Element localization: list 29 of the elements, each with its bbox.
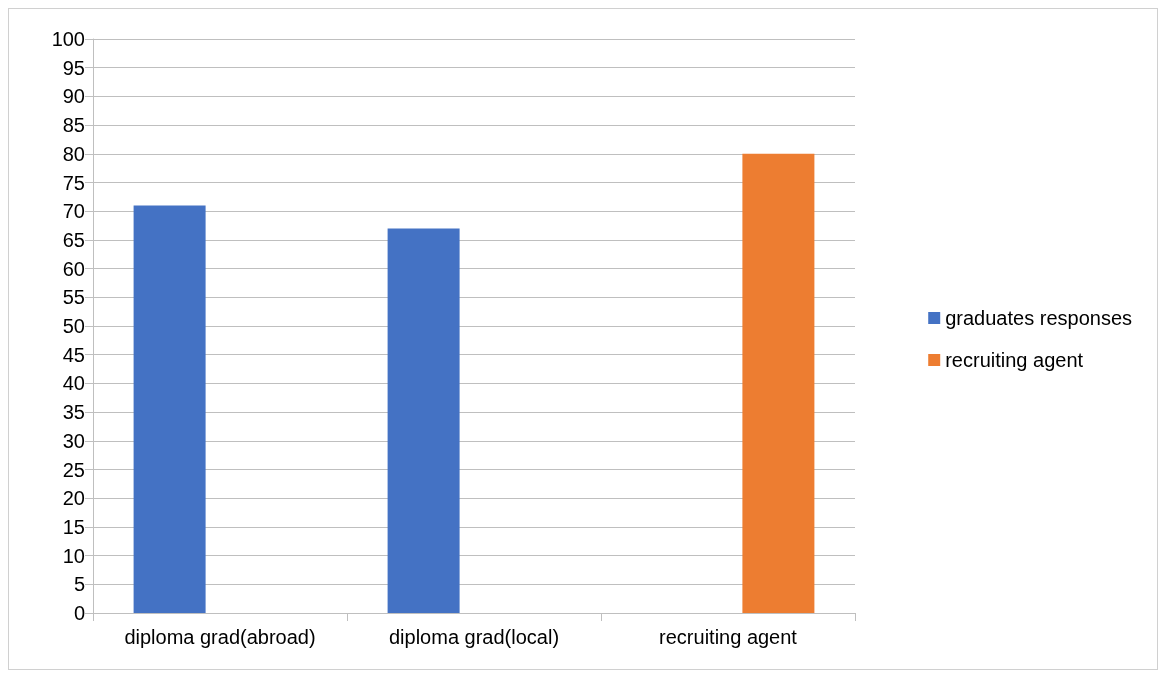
- y-tick-label: 35: [62, 401, 85, 424]
- bar: [133, 205, 206, 613]
- legend-label: recruiting agent: [945, 349, 1084, 371]
- y-tick-label: 25: [62, 458, 85, 481]
- y-tick-label: 5: [73, 573, 85, 596]
- y-tick-label: 20: [62, 487, 85, 510]
- bar: [742, 153, 815, 613]
- y-tick-label: 75: [62, 171, 85, 194]
- legend-label: graduates responses: [945, 307, 1133, 329]
- y-tick-label: 65: [62, 228, 85, 251]
- y-tick-label: 70: [62, 200, 85, 223]
- y-tick-label: 55: [62, 286, 85, 309]
- y-tick-label: 90: [62, 85, 85, 108]
- x-tick-label: recruiting agent: [659, 626, 798, 648]
- y-tick-label: 60: [62, 257, 85, 280]
- y-tick-label: 80: [62, 142, 85, 165]
- x-tick-label: diploma grad(abroad): [124, 626, 316, 648]
- y-tick-label: 85: [62, 114, 85, 137]
- y-tick-label: 10: [62, 544, 85, 567]
- y-tick-label: 50: [62, 315, 85, 337]
- y-tick-label: 30: [62, 429, 85, 452]
- y-tick-label: 0: [73, 602, 85, 624]
- y-tick-label: 45: [62, 343, 85, 366]
- y-tick-label: 100: [51, 28, 85, 50]
- bar: [387, 228, 460, 613]
- y-tick-label: 95: [62, 56, 85, 79]
- y-tick-label: 15: [62, 515, 85, 538]
- y-tick-label: 40: [62, 372, 85, 395]
- x-tick-label: diploma grad(local): [388, 626, 560, 648]
